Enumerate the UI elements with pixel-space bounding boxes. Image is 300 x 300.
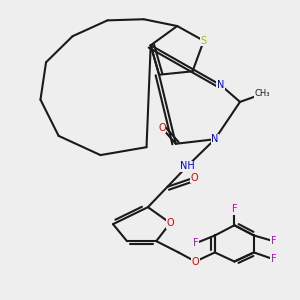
Text: S: S — [201, 36, 207, 46]
Text: O: O — [191, 256, 199, 266]
Text: CH₃: CH₃ — [255, 89, 270, 98]
Text: O: O — [158, 123, 166, 133]
Text: O: O — [167, 218, 174, 228]
Text: NH: NH — [180, 161, 194, 171]
Text: O: O — [190, 173, 198, 183]
Text: N: N — [217, 80, 224, 90]
Text: F: F — [271, 254, 276, 264]
Text: F: F — [232, 204, 237, 214]
Text: F: F — [271, 236, 276, 246]
Text: F: F — [193, 238, 198, 248]
Text: N: N — [211, 134, 219, 144]
